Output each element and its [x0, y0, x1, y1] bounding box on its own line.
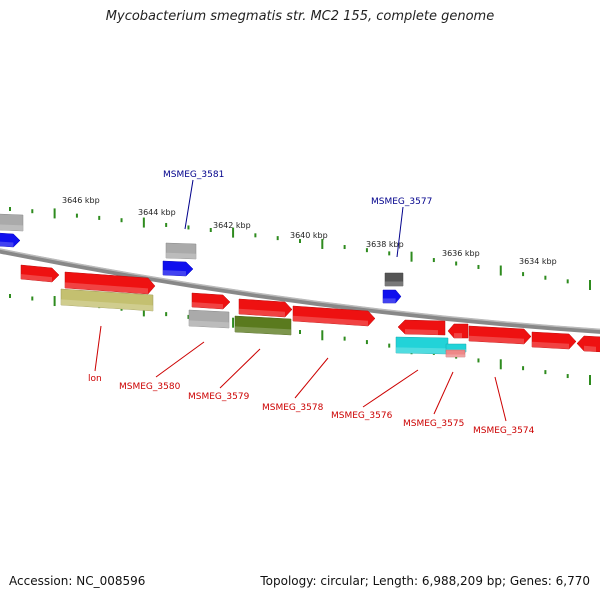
kbp-label: 3646 kbp: [62, 196, 100, 205]
leader-line: [155, 341, 205, 378]
genome-summary-text: Topology: circular; Length: 6,988,209 bp…: [260, 574, 590, 588]
leader-line: [219, 348, 261, 389]
gene-arrow-red: [292, 305, 376, 327]
gene-arrow-green: [234, 315, 292, 336]
gene-label-bottom: MSMEG_3578: [262, 403, 324, 413]
gene-label-bottom: lon: [88, 374, 102, 384]
gene-arrow-red: [20, 264, 60, 283]
leader-line: [433, 371, 454, 415]
gene-arrow-gray: [188, 309, 230, 329]
leader-line: [94, 325, 102, 372]
leader-line: [184, 179, 194, 230]
backbone-line: [0, 248, 600, 334]
gene-arrow-olive: [60, 288, 154, 312]
gene-arrow-blue: [382, 289, 402, 304]
kbp-label: 3644 kbp: [138, 208, 176, 217]
gene-arrow-darkgray: [384, 272, 404, 287]
gene-arrow-pink: [445, 349, 466, 358]
kbp-label: 3640 kbp: [290, 231, 328, 240]
gene-label-bottom: MSMEG_3580: [119, 382, 181, 392]
gene-arrow-red: [447, 323, 469, 339]
gene-label-bottom: MSMEG_3576: [331, 411, 393, 421]
label-leader-lines: [94, 179, 507, 422]
gene-features: [0, 213, 600, 358]
gene-arrow-blue: [0, 232, 21, 248]
genome-backbone: [0, 248, 600, 334]
leader-line: [294, 357, 329, 399]
gene-label-bottom: MSMEG_3574: [473, 426, 535, 436]
gene-label-top: MSMEG_3577: [371, 197, 432, 207]
backbone-highlight: [0, 248, 600, 331]
gene-arrow-gray: [0, 213, 24, 232]
gene-label-top: MSMEG_3581: [163, 170, 224, 180]
kbp-label: 3642 kbp: [213, 221, 251, 230]
leader-line: [362, 369, 419, 408]
leader-line: [494, 376, 507, 422]
gene-arrow-red: [64, 271, 156, 295]
accession-text: Accession: NC_008596: [9, 574, 146, 588]
gene-arrow-cyan: [395, 336, 449, 355]
kbp-label: 3638 kbp: [366, 240, 404, 249]
gene-arrow-red: [191, 292, 231, 310]
feature-labels: 3646 kbp 3644 kbp 3642 kbp 3640 kbp 3638 kbp…: [62, 170, 557, 436]
gene-arrow-gray: [165, 242, 197, 260]
genome-title: Mycobacterium smegmatis str. MC2 155, co…: [105, 9, 495, 24]
kbp-label: 3634 kbp: [519, 257, 557, 266]
gene-arrow-red: [238, 298, 293, 318]
gene-arrow-blue: [162, 260, 194, 277]
gene-arrow-red: [468, 325, 532, 345]
leader-line: [396, 206, 404, 258]
gene-arrow-red: [531, 331, 577, 350]
gene-arrow-red: [576, 335, 600, 353]
gene-label-bottom: MSMEG_3575: [403, 419, 464, 429]
gene-arrow-red: [397, 319, 446, 336]
gene-label-bottom: MSMEG_3579: [188, 392, 250, 402]
kbp-label: 3636 kbp: [442, 249, 480, 258]
